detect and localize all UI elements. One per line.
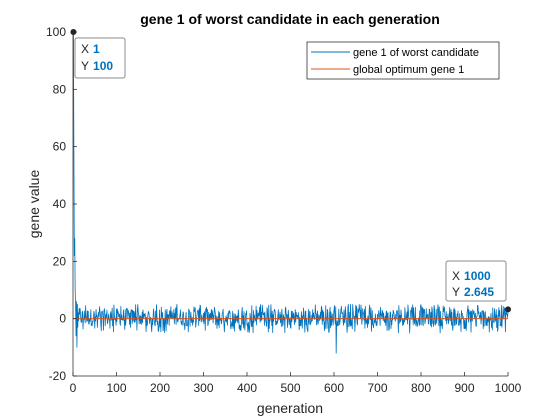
x-tick-label: 1000	[495, 381, 522, 395]
datatip-end-x-value: 1000	[464, 269, 491, 283]
datatip-end-marker[interactable]	[505, 306, 511, 313]
series-layer	[73, 31, 509, 354]
datatip-start-marker[interactable]	[70, 29, 77, 35]
datatip-end-y-label: Y	[452, 285, 460, 299]
datatip-start-x-value: 1	[93, 42, 100, 56]
x-tick-label: 600	[324, 381, 344, 395]
legend-label-worst: gene 1 of worst candidate	[353, 47, 479, 59]
datatip-end-box	[445, 260, 507, 302]
datatip-end-y: Y 2.645	[452, 285, 494, 299]
y-tick-label: 60	[53, 140, 67, 154]
datatip-start-y: Y 100	[81, 59, 113, 73]
tick-labels: 0 100 200 300 400 500 600 700 800 900 1000-2002040…	[46, 25, 522, 395]
datatip-end[interactable]: X 1000 Y 2.645	[445, 260, 511, 313]
datatip-end-y-value: 2.645	[464, 285, 494, 299]
series-line-worst-candidate	[73, 31, 509, 354]
y-axis-label: gene value	[26, 170, 42, 239]
x-tick-label: 500	[280, 381, 300, 395]
legend-box	[306, 41, 500, 80]
x-tick-label: 300	[193, 381, 213, 395]
legend-label-optimum: global optimum gene 1	[353, 64, 464, 76]
y-tick-label: 100	[46, 25, 66, 39]
y-tick-label: 40	[53, 197, 67, 211]
x-tick-label: 200	[150, 381, 170, 395]
x-tick-label: 100	[106, 381, 126, 395]
x-axis-label: generation	[257, 400, 323, 416]
datatip-end-x: X 1000	[452, 269, 491, 283]
x-tick-label: 400	[237, 381, 257, 395]
datatip-start-y-value: 100	[93, 59, 113, 73]
datatip-start-x-label: X	[81, 42, 89, 56]
y-tick-label: 80	[53, 82, 67, 96]
x-tick-label: 0	[70, 381, 77, 395]
chart-title: gene 1 of worst candidate in each genera…	[140, 11, 440, 27]
datatip-start-box	[74, 37, 126, 79]
y-tick-label: 20	[53, 254, 67, 268]
datatip-start-y-label: Y	[81, 59, 89, 73]
axes-layer	[72, 31, 509, 377]
x-tick-label: 900	[454, 381, 474, 395]
y-tick-label: -20	[49, 369, 67, 383]
x-tick-label: 700	[367, 381, 387, 395]
legend[interactable]: gene 1 of worst candidate global optimum…	[306, 41, 500, 80]
datatip-end-x-label: X	[452, 269, 460, 283]
x-tick-label: 800	[411, 381, 431, 395]
y-tick-label: 0	[59, 312, 66, 326]
